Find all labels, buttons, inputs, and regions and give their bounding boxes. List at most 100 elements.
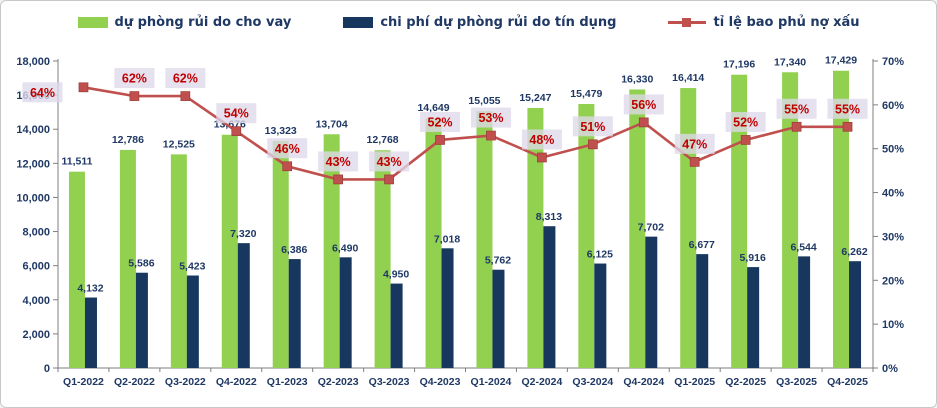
x-axis-category-label: Q4-2022 bbox=[216, 376, 257, 388]
red-line-marker-icon bbox=[668, 18, 707, 27]
green-bar-value-label: 17,429 bbox=[825, 55, 857, 67]
pct-label-box bbox=[776, 98, 817, 119]
left-axis-tick-label: 12,000 bbox=[16, 158, 50, 170]
green-bar-value-label: 12,786 bbox=[112, 134, 144, 146]
legend-item-npl-coverage-ratio: tỉ lệ bao phủ nợ xấu bbox=[668, 15, 859, 30]
x-axis-category-label: Q3-2025 bbox=[776, 376, 817, 388]
pct-label-text: 55% bbox=[835, 102, 860, 116]
pct-label-text: 55% bbox=[784, 102, 809, 116]
green-bar-value-label: 11,511 bbox=[61, 156, 92, 168]
bar-credit-provision-expense bbox=[84, 297, 97, 368]
green-bar-value-label: 13,704 bbox=[316, 118, 348, 130]
x-axis-category-label: Q1-2022 bbox=[63, 376, 104, 388]
left-axis-tick-label: 10,000 bbox=[16, 192, 50, 204]
bar-credit-provision-expense bbox=[594, 263, 607, 368]
green-bar-value-label: 12,768 bbox=[367, 134, 399, 146]
pct-label-text: 48% bbox=[529, 133, 554, 147]
legend-label-loan-loss-provision: dự phòng rủi do cho vay bbox=[114, 15, 292, 30]
pct-label-box bbox=[521, 129, 562, 150]
green-bar-value-label: 14,649 bbox=[417, 102, 449, 114]
bar-loan-loss-provision bbox=[731, 74, 748, 368]
x-axis-category-label: Q1-2023 bbox=[267, 376, 308, 388]
left-axis-tick-label: 6,000 bbox=[22, 261, 50, 273]
npl-coverage-marker bbox=[791, 121, 802, 132]
bar-credit-provision-expense bbox=[288, 259, 301, 368]
navy-bar-value-label: 8,313 bbox=[536, 211, 562, 223]
bar-loan-loss-provision bbox=[476, 111, 493, 369]
npl-coverage-marker bbox=[638, 117, 649, 128]
navy-bar-value-label: 7,702 bbox=[638, 222, 664, 234]
pct-label-box bbox=[470, 107, 511, 128]
navy-bar-value-label: 6,490 bbox=[332, 242, 358, 254]
right-axis-tick-label: 10% bbox=[882, 319, 904, 331]
pct-label-box bbox=[623, 94, 664, 115]
bar-loan-loss-provision bbox=[221, 134, 238, 368]
pct-label-box bbox=[22, 82, 63, 103]
bar-loan-loss-provision bbox=[425, 118, 442, 368]
pct-label-box bbox=[674, 133, 715, 154]
navy-bar-swatch-icon bbox=[343, 17, 374, 28]
npl-coverage-marker bbox=[180, 91, 191, 101]
bar-loan-loss-provision bbox=[833, 70, 850, 369]
bar-loan-loss-provision bbox=[323, 134, 340, 368]
green-bar-value-label: 17,196 bbox=[723, 59, 755, 71]
npl-coverage-marker bbox=[587, 139, 598, 150]
bar-loan-loss-provision bbox=[170, 154, 187, 368]
navy-bar-value-label: 6,386 bbox=[281, 244, 307, 256]
legend-item-loan-loss-provision: dự phòng rủi do cho vay bbox=[77, 15, 292, 30]
pct-label-box bbox=[725, 111, 766, 132]
npl-coverage-marker bbox=[333, 174, 344, 185]
navy-bar-value-label: 6,677 bbox=[689, 239, 715, 251]
right-axis-tick-label: 70% bbox=[882, 56, 904, 68]
npl-coverage-marker bbox=[689, 157, 700, 167]
navy-bar-value-label: 6,262 bbox=[841, 246, 867, 258]
bar-loan-loss-provision bbox=[119, 149, 136, 368]
bar-credit-provision-expense bbox=[696, 254, 709, 368]
legend-item-credit-provision-expense: chi phí dự phòng rủi do tín dụng bbox=[343, 15, 616, 30]
green-bar-value-label: 16,414 bbox=[672, 72, 704, 84]
navy-bar-value-label: 4,132 bbox=[77, 283, 103, 295]
bar-credit-provision-expense bbox=[849, 261, 862, 368]
pct-label-text: 51% bbox=[580, 120, 605, 134]
npl-coverage-marker bbox=[231, 126, 242, 137]
bar-loan-loss-provision bbox=[629, 89, 646, 368]
bar-credit-provision-expense bbox=[441, 248, 454, 368]
left-axis-tick-label: 18,000 bbox=[16, 56, 50, 68]
x-axis-category-label: Q4-2024 bbox=[623, 376, 664, 388]
right-axis-tick-label: 60% bbox=[882, 100, 904, 112]
bar-loan-loss-provision bbox=[374, 150, 391, 368]
navy-bar-value-label: 5,586 bbox=[128, 258, 154, 270]
navy-bar-value-label: 6,125 bbox=[587, 249, 613, 261]
right-axis-tick-label: 40% bbox=[882, 188, 904, 200]
x-axis-category-label: Q1-2025 bbox=[674, 376, 715, 388]
bar-credit-provision-expense bbox=[747, 267, 760, 368]
bar-credit-provision-expense bbox=[339, 257, 352, 368]
x-axis-category-label: Q2-2025 bbox=[725, 376, 766, 388]
right-axis-tick-label: 30% bbox=[882, 231, 904, 243]
x-axis-category-label: Q1-2024 bbox=[471, 376, 512, 388]
green-bar-value-label: 15,479 bbox=[570, 88, 602, 100]
chart-legend: dự phòng rủi do cho vay chi phí dự phòng… bbox=[1, 15, 936, 30]
right-axis-tick-label: 50% bbox=[882, 144, 904, 156]
x-axis-category-label: Q4-2025 bbox=[827, 376, 868, 388]
green-bar-value-label: 17,340 bbox=[774, 56, 806, 68]
navy-bar-value-label: 5,916 bbox=[740, 252, 766, 264]
npl-coverage-marker bbox=[282, 161, 293, 172]
npl-coverage-line bbox=[83, 86, 848, 181]
pct-label-text: 46% bbox=[275, 142, 300, 156]
legend-label-npl-coverage-ratio: tỉ lệ bao phủ nợ xấu bbox=[713, 15, 860, 30]
bar-loan-loss-provision bbox=[527, 107, 544, 368]
green-bar-value-label: 16,330 bbox=[621, 73, 653, 85]
pct-label-text: 43% bbox=[377, 155, 402, 169]
bar-credit-provision-expense bbox=[798, 256, 811, 368]
pct-label-box bbox=[318, 151, 359, 172]
pct-label-text: 62% bbox=[173, 72, 198, 86]
green-bar-value-label: 15,247 bbox=[519, 92, 551, 104]
left-axis-tick-label: 4,000 bbox=[22, 295, 50, 307]
npl-coverage-marker bbox=[78, 82, 89, 93]
navy-bar-value-label: 4,950 bbox=[383, 269, 409, 281]
navy-bar-value-label: 7,018 bbox=[434, 233, 460, 245]
green-bar-value-label: 12,525 bbox=[163, 138, 195, 150]
